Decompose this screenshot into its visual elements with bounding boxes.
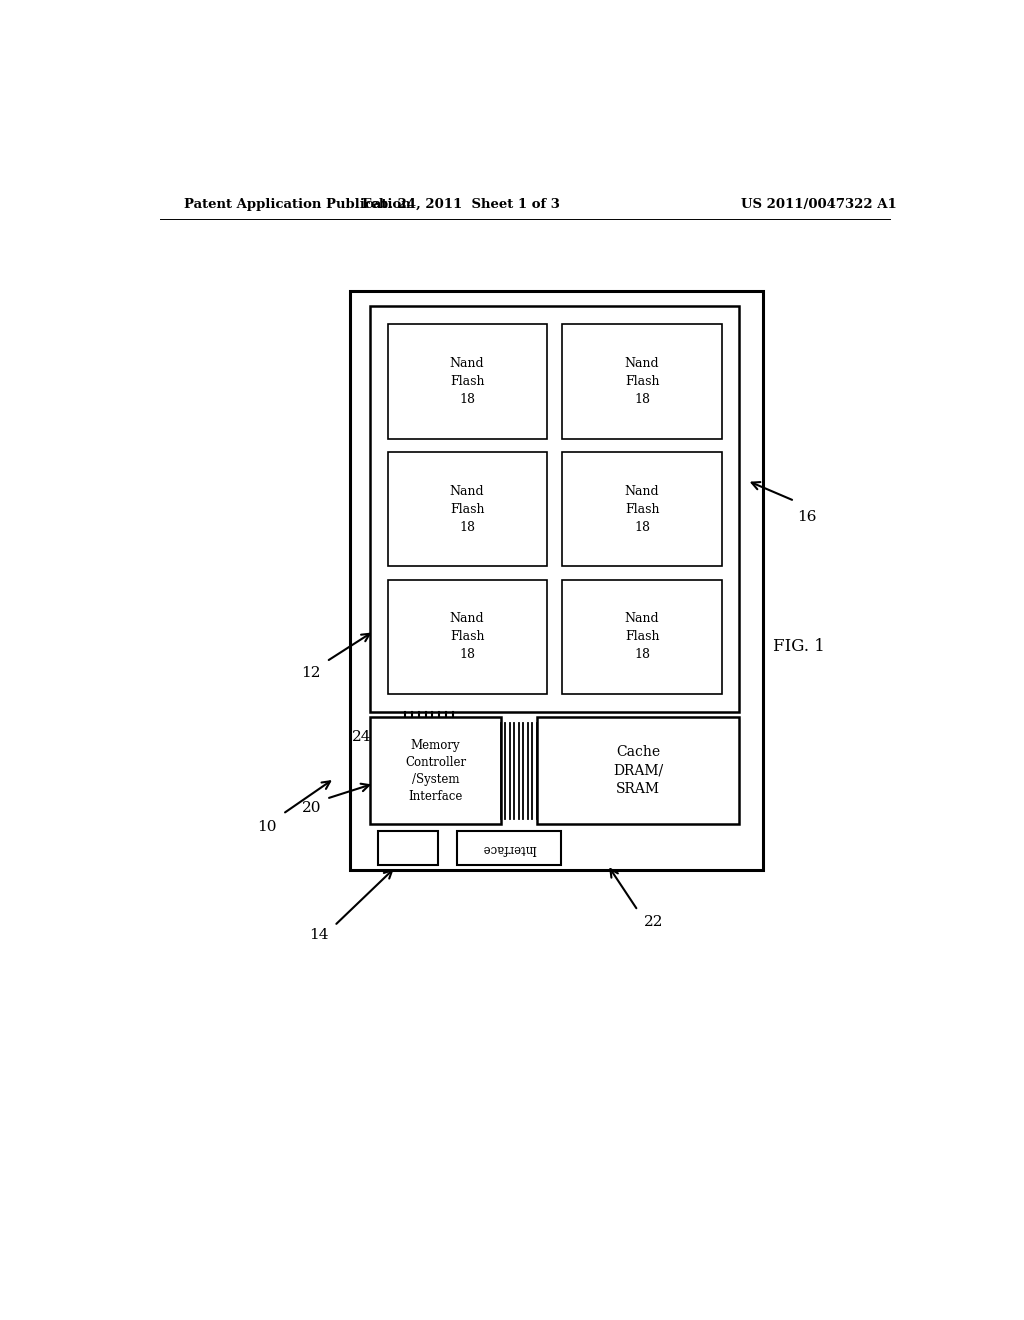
Text: US 2011/0047322 A1: US 2011/0047322 A1	[740, 198, 896, 211]
Text: 12: 12	[301, 665, 321, 680]
Text: Nand
Flash
18: Nand Flash 18	[625, 612, 659, 661]
Text: Nand
Flash
18: Nand Flash 18	[625, 484, 659, 533]
FancyBboxPatch shape	[350, 290, 763, 870]
FancyBboxPatch shape	[562, 579, 722, 694]
Text: Nand
Flash
18: Nand Flash 18	[450, 356, 484, 405]
FancyBboxPatch shape	[562, 451, 722, 566]
FancyBboxPatch shape	[537, 718, 739, 824]
FancyBboxPatch shape	[387, 579, 547, 694]
Text: 24: 24	[352, 730, 372, 743]
FancyBboxPatch shape	[458, 832, 560, 865]
Text: 10: 10	[257, 820, 276, 834]
Text: Interface: Interface	[481, 842, 537, 854]
Text: Nand
Flash
18: Nand Flash 18	[625, 356, 659, 405]
Text: Memory
Controller
/System
Interface: Memory Controller /System Interface	[404, 739, 466, 803]
FancyBboxPatch shape	[378, 832, 437, 865]
Text: 22: 22	[644, 915, 664, 929]
Text: Cache
DRAM/
SRAM: Cache DRAM/ SRAM	[612, 746, 663, 796]
Text: 20: 20	[302, 801, 322, 814]
FancyBboxPatch shape	[370, 306, 739, 713]
Text: Feb. 24, 2011  Sheet 1 of 3: Feb. 24, 2011 Sheet 1 of 3	[362, 198, 560, 211]
Text: Nand
Flash
18: Nand Flash 18	[450, 612, 484, 661]
Text: 16: 16	[797, 511, 816, 524]
Text: Patent Application Publication: Patent Application Publication	[183, 198, 411, 211]
Text: 14: 14	[308, 928, 329, 942]
FancyBboxPatch shape	[387, 325, 547, 438]
FancyBboxPatch shape	[562, 325, 722, 438]
Text: FIG. 1: FIG. 1	[773, 638, 824, 655]
Text: Nand
Flash
18: Nand Flash 18	[450, 484, 484, 533]
FancyBboxPatch shape	[370, 718, 501, 824]
FancyBboxPatch shape	[387, 451, 547, 566]
